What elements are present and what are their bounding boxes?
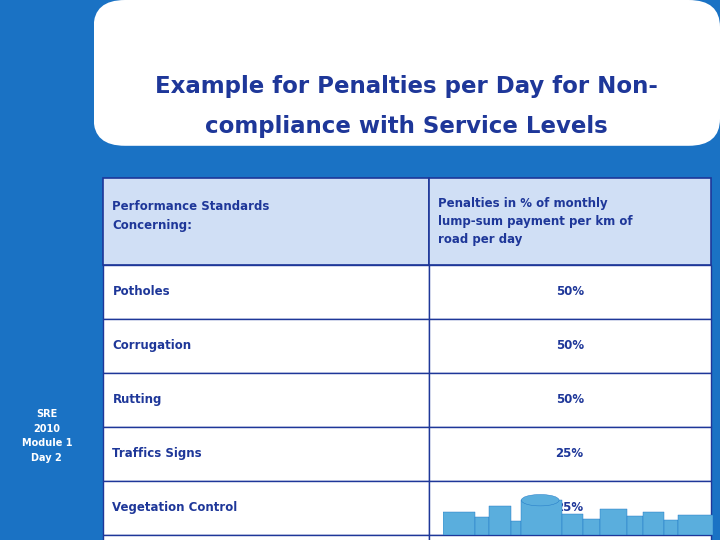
Text: Potholes: Potholes xyxy=(112,285,170,298)
Bar xyxy=(94,146,720,159)
Text: Performance Standards
Concerning:: Performance Standards Concerning: xyxy=(112,200,270,232)
Text: Rutting: Rutting xyxy=(112,393,162,406)
Bar xyxy=(428,319,711,373)
FancyBboxPatch shape xyxy=(94,0,720,146)
Bar xyxy=(475,517,489,535)
Text: 50%: 50% xyxy=(556,339,584,352)
Bar xyxy=(428,427,711,481)
Bar xyxy=(665,519,678,535)
Bar xyxy=(103,481,428,535)
Text: Penalties in % of monthly
lump-sum payment per km of
road per day: Penalties in % of monthly lump-sum payme… xyxy=(438,197,633,246)
Text: 50%: 50% xyxy=(556,285,584,298)
Bar xyxy=(428,373,711,427)
Bar xyxy=(600,509,626,535)
Text: Corrugation: Corrugation xyxy=(112,339,192,352)
Bar xyxy=(562,514,583,535)
Text: 25%: 25% xyxy=(556,501,584,514)
Bar xyxy=(510,521,521,535)
Bar xyxy=(428,535,711,540)
Bar xyxy=(103,427,428,481)
Bar xyxy=(643,512,665,535)
Bar xyxy=(103,373,428,427)
Bar xyxy=(103,535,428,540)
Bar xyxy=(103,265,428,319)
Bar xyxy=(678,515,713,535)
Text: SRE
2010
Module 1
Day 2: SRE 2010 Module 1 Day 2 xyxy=(22,409,72,463)
Ellipse shape xyxy=(521,495,559,506)
Bar xyxy=(94,0,231,146)
Bar xyxy=(443,529,713,535)
Bar xyxy=(489,506,510,535)
Text: 50%: 50% xyxy=(556,393,584,406)
Text: 25%: 25% xyxy=(556,447,584,460)
Text: Traffics Signs: Traffics Signs xyxy=(112,447,202,460)
Bar xyxy=(428,265,711,319)
Bar xyxy=(428,178,711,265)
Text: compliance with Service Levels: compliance with Service Levels xyxy=(205,116,608,138)
Bar xyxy=(428,481,711,535)
Bar xyxy=(626,516,643,535)
Bar xyxy=(103,319,428,373)
Text: Example for Penalties per Day for Non-: Example for Penalties per Day for Non- xyxy=(156,75,658,98)
Text: Vegetation Control: Vegetation Control xyxy=(112,501,238,514)
Bar xyxy=(521,500,562,535)
Bar xyxy=(103,178,428,265)
Bar xyxy=(583,518,600,535)
Bar xyxy=(443,512,475,535)
